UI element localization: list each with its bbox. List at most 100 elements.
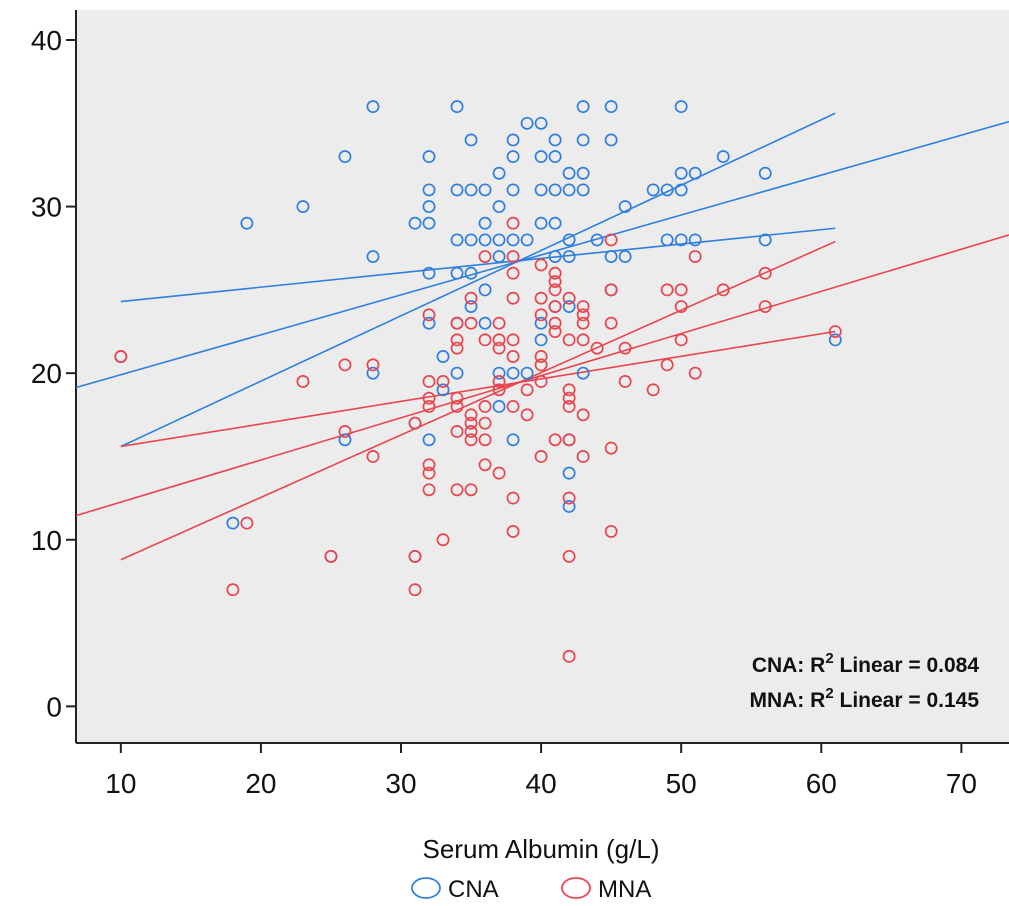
point-mna bbox=[576, 316, 590, 330]
point-mna bbox=[576, 308, 590, 322]
point-cna bbox=[758, 166, 772, 180]
point-cna bbox=[492, 166, 506, 180]
point-mna bbox=[324, 549, 338, 563]
point-cna bbox=[240, 216, 254, 230]
point-mna bbox=[520, 383, 534, 397]
point-cna bbox=[422, 266, 436, 280]
point-mna bbox=[492, 375, 506, 388]
point-mna bbox=[464, 408, 478, 422]
point-mna bbox=[520, 408, 534, 422]
point-cna bbox=[604, 250, 618, 264]
point-cna bbox=[478, 316, 492, 330]
point-cna bbox=[366, 250, 380, 264]
point-cna bbox=[534, 183, 548, 197]
point-mna bbox=[338, 425, 352, 438]
point-mna bbox=[422, 466, 436, 480]
point-cna bbox=[548, 150, 562, 164]
point-mna bbox=[548, 433, 562, 447]
point-mna bbox=[492, 383, 506, 397]
point-mna bbox=[422, 391, 436, 405]
point-mna bbox=[506, 524, 520, 538]
point-mna bbox=[562, 383, 576, 397]
point-cna bbox=[464, 233, 478, 247]
point-mna bbox=[240, 516, 254, 530]
point-mna bbox=[548, 275, 562, 288]
legend-label-cna: CNA bbox=[448, 876, 499, 903]
point-mna bbox=[604, 316, 618, 330]
point-mna bbox=[604, 233, 618, 247]
point-cna bbox=[478, 283, 492, 297]
point-cna bbox=[674, 183, 688, 197]
point-mna bbox=[492, 466, 506, 480]
point-mna bbox=[688, 250, 702, 264]
legend-label-mna: MNA bbox=[598, 876, 651, 903]
point-mna bbox=[562, 291, 576, 305]
point-mna bbox=[758, 300, 772, 313]
point-mna bbox=[464, 291, 478, 305]
point-mna bbox=[674, 300, 688, 313]
point-cna bbox=[562, 183, 576, 197]
point-mna bbox=[114, 350, 128, 363]
x-tick-label: 60 bbox=[806, 768, 837, 799]
point-mna bbox=[548, 283, 562, 297]
point-cna bbox=[366, 366, 380, 380]
point-cna bbox=[576, 183, 590, 197]
point-cna bbox=[506, 150, 520, 164]
point-mna bbox=[688, 366, 702, 380]
point-mna bbox=[366, 450, 380, 463]
point-mna bbox=[590, 341, 604, 355]
point-cna bbox=[562, 233, 576, 247]
point-cna bbox=[422, 150, 436, 164]
x-tick-label: 10 bbox=[105, 768, 136, 799]
point-mna bbox=[576, 450, 590, 463]
point-mna bbox=[506, 216, 520, 230]
point-cna bbox=[506, 183, 520, 197]
point-mna bbox=[450, 425, 464, 438]
point-cna bbox=[520, 233, 534, 247]
point-mna bbox=[506, 491, 520, 505]
point-mna bbox=[450, 400, 464, 413]
point-cna bbox=[618, 200, 632, 214]
x-axis-title: Serum Albumin (g/L) bbox=[423, 834, 660, 864]
point-mna bbox=[422, 458, 436, 472]
point-mna bbox=[338, 358, 352, 372]
point-mna bbox=[492, 341, 506, 355]
point-cna bbox=[828, 333, 842, 347]
point-cna bbox=[338, 433, 352, 447]
point-cna bbox=[660, 233, 674, 247]
point-cna bbox=[422, 183, 436, 197]
point-mna bbox=[464, 416, 478, 430]
point-cna bbox=[506, 433, 520, 447]
point-mna bbox=[422, 308, 436, 322]
x-tick-label: 20 bbox=[245, 768, 276, 799]
point-cna bbox=[576, 366, 590, 380]
point-cna bbox=[422, 316, 436, 330]
point-cna bbox=[478, 183, 492, 197]
point-cna bbox=[520, 366, 534, 380]
point-mna bbox=[450, 333, 464, 347]
point-mna bbox=[436, 375, 450, 388]
point-mna bbox=[478, 333, 492, 347]
point-cna bbox=[296, 200, 310, 214]
point-cna bbox=[464, 266, 478, 280]
point-cna bbox=[450, 233, 464, 247]
point-mna bbox=[464, 316, 478, 330]
point-cna bbox=[478, 216, 492, 230]
point-mna bbox=[660, 358, 674, 372]
point-cna bbox=[674, 166, 688, 180]
point-cna bbox=[576, 133, 590, 147]
point-cna bbox=[506, 366, 520, 380]
point-cna bbox=[548, 133, 562, 147]
legend-marker-mna bbox=[561, 877, 591, 899]
point-mna bbox=[562, 333, 576, 347]
point-cna bbox=[590, 233, 604, 247]
point-cna bbox=[492, 400, 506, 413]
point-mna bbox=[562, 400, 576, 413]
point-cna bbox=[548, 216, 562, 230]
point-mna bbox=[226, 583, 240, 597]
point-mna bbox=[562, 649, 576, 663]
point-mna bbox=[450, 483, 464, 497]
point-cna bbox=[562, 250, 576, 264]
point-mna bbox=[492, 333, 506, 347]
point-mna bbox=[618, 341, 632, 355]
